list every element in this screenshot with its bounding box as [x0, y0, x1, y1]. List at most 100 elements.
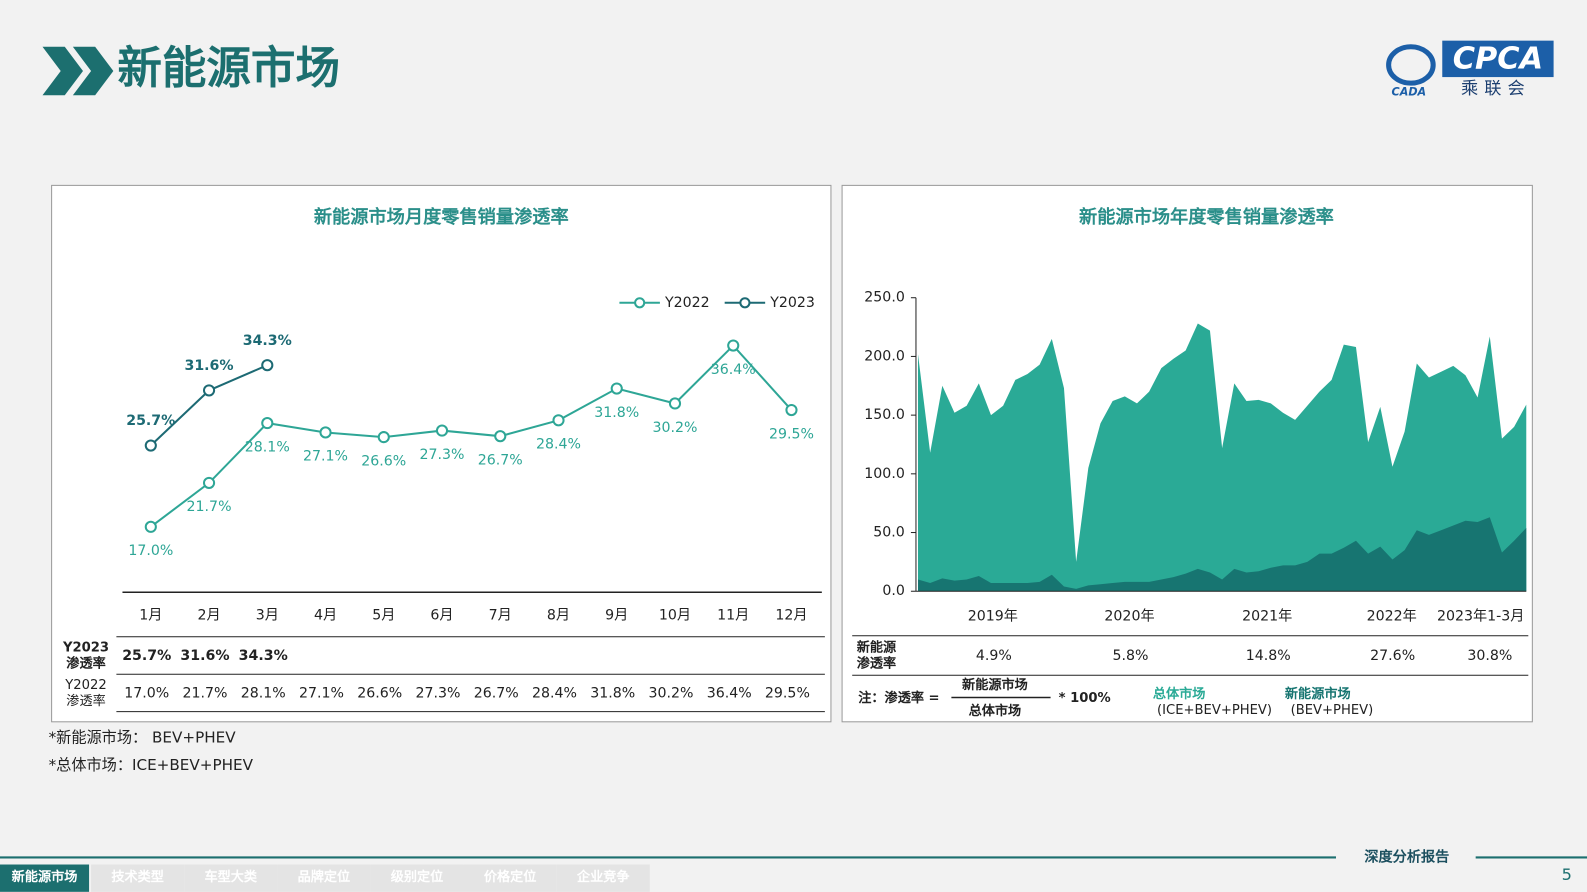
note: *新能源市场： BEV+PHEV	[49, 728, 237, 746]
table-cell: 26.7%	[474, 685, 519, 701]
table-cell: 28.4%	[532, 685, 577, 701]
x-tick-label: 3月	[256, 608, 279, 624]
footer-report: 深度分析报告	[1364, 848, 1449, 865]
table-cell: 26.6%	[357, 685, 402, 701]
x-tick-label: 4月	[314, 608, 337, 624]
nav-label[interactable]: 车型大类	[204, 868, 257, 885]
logo-mark	[1386, 44, 1436, 86]
nav-tab[interactable]	[463, 864, 557, 892]
nav-label[interactable]: 企业竞争	[576, 868, 630, 885]
logo-sub: CADA	[1392, 85, 1427, 98]
point	[494, 430, 507, 443]
column-header: 2022年	[1367, 609, 1417, 625]
x-tick-label: 2月	[197, 608, 220, 624]
legend-detail: (ICE+BEV+PHEV)	[1157, 703, 1272, 718]
data-label: 30.2%	[652, 420, 697, 436]
legend-label: 总体市场	[1153, 685, 1206, 702]
table-cell: 31.8%	[590, 685, 635, 701]
note: *总体市场：ICE+BEV+PHEV	[49, 756, 254, 774]
point	[668, 397, 682, 410]
logo-box	[1442, 40, 1554, 78]
data-label: 31.6%	[184, 358, 233, 374]
area	[917, 323, 1527, 592]
page-title: 新能源市场	[117, 42, 340, 94]
x-tick-label: 1月	[139, 608, 162, 624]
data-label: 26.7%	[478, 452, 523, 468]
table-cell: 36.4%	[707, 685, 752, 701]
legend-marker	[634, 297, 646, 309]
table-cell: 14.8%	[1246, 648, 1291, 664]
panel	[51, 184, 832, 723]
table-cell: 30.8%	[1467, 648, 1512, 664]
point	[202, 476, 216, 489]
point	[727, 339, 740, 352]
nav-label[interactable]: 品牌定位	[298, 868, 351, 885]
nav-tab[interactable]	[370, 864, 464, 892]
table-cell: 31.6%	[180, 648, 229, 664]
data-label: 34.3%	[243, 333, 292, 349]
nav-tab[interactable]	[277, 864, 371, 892]
table-cell: 4.9%	[976, 648, 1012, 664]
data-label: 26.6%	[361, 453, 406, 469]
logo-brand: CPCA	[1453, 41, 1543, 76]
point	[261, 417, 274, 430]
x-tick-label: 10月	[659, 608, 691, 624]
data-label: 28.4%	[536, 437, 581, 453]
point	[144, 520, 157, 533]
column-header: 2019年	[968, 609, 1018, 625]
nav-label[interactable]: 新能源市场	[12, 868, 78, 885]
legend-marker	[739, 297, 751, 309]
legend-label: Y2023	[769, 295, 815, 311]
data-label: 36.4%	[711, 362, 756, 378]
plots: 1月 2月 3月 4月 5月 6月 7月 8月 9月 10月 11月 12月 17.0% 17.0% 21.…	[122, 290, 1527, 701]
data-label: 29.5%	[769, 426, 814, 442]
chart-title: 新能源市场月度零售销量渗透率	[314, 206, 569, 228]
data-label: 31.8%	[594, 405, 639, 421]
nav-label[interactable]: 价格定位	[484, 868, 537, 885]
point	[144, 439, 157, 452]
chevron	[72, 46, 114, 96]
y-tick-label: 0.0	[882, 583, 905, 599]
table-cell: 17.0%	[124, 685, 169, 701]
chart-title: 新能源市场年度零售销量渗透率	[1079, 206, 1334, 228]
row-label: 渗透率	[66, 655, 105, 672]
data-label: 21.7%	[187, 499, 232, 515]
data-label: 25.7%	[126, 413, 175, 429]
table-cell: 29.5%	[765, 685, 810, 701]
row-label: 新能源	[857, 638, 897, 655]
table-cell: 27.6%	[1370, 648, 1415, 664]
data-label: 27.1%	[303, 449, 348, 465]
x-tick-label: 12月	[775, 608, 807, 624]
formula-denominator: 总体市场	[969, 702, 1022, 719]
nav-tab[interactable]	[556, 864, 650, 892]
row-label: Y2023	[62, 640, 109, 655]
column-header: 2021年	[1242, 609, 1292, 625]
x-tick-label: 11月	[717, 608, 749, 624]
table-cell: 21.7%	[183, 685, 228, 701]
data-label: 27.3%	[420, 447, 465, 463]
table-cell: 5.8%	[1113, 648, 1149, 664]
page-number: 5	[1562, 865, 1572, 884]
legend-detail: (BEV+PHEV)	[1291, 703, 1374, 718]
nav-tab[interactable]	[91, 864, 185, 892]
table-cell: 28.1%	[241, 685, 286, 701]
y-tick-label: 100.0	[864, 466, 905, 482]
formula-suffix: * 100%	[1059, 691, 1111, 706]
y-tick-label: 250.0	[864, 290, 905, 306]
column-header: 2023年1-3月	[1437, 609, 1524, 625]
y-tick-label: 150.0	[864, 407, 905, 423]
point	[610, 382, 623, 395]
data-label: 17.0%	[128, 543, 173, 559]
point	[202, 384, 216, 397]
table-cell: 25.7%	[122, 648, 171, 664]
series-line	[150, 344, 793, 528]
y-tick-label: 200.0	[864, 348, 905, 364]
x-tick-label: 6月	[430, 608, 453, 624]
point	[552, 414, 565, 427]
nav-tab[interactable]	[184, 864, 278, 892]
nav-label[interactable]: 级别定位	[391, 868, 444, 885]
x-tick-label: 7月	[489, 608, 512, 624]
nav-label[interactable]: 技术类型	[111, 868, 164, 885]
nav-tab[interactable]	[0, 864, 90, 892]
